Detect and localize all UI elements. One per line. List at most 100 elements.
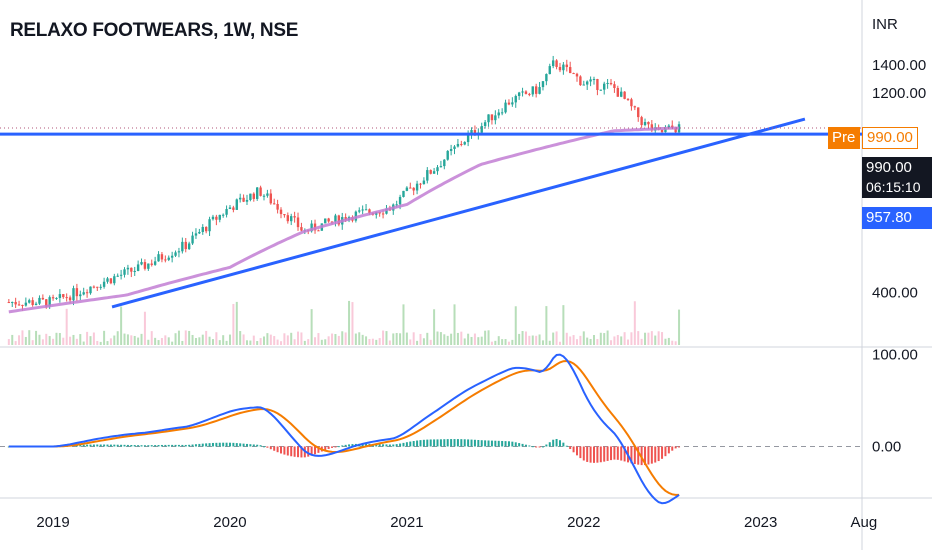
candle-body [603, 83, 606, 90]
histogram-bar [300, 446, 303, 458]
volume-bar [582, 331, 585, 345]
candle-body [249, 193, 252, 200]
volume-bar [103, 330, 106, 345]
candle-body [187, 243, 191, 250]
candle-body [330, 221, 334, 223]
histogram-bar [86, 444, 89, 447]
candle-body [96, 286, 99, 288]
volume-bar [177, 330, 180, 345]
histogram-bar [507, 441, 510, 447]
volume-bar [528, 335, 531, 345]
y-tick-label: 1400.00 [872, 57, 926, 74]
trendline [111, 117, 806, 309]
volume-bar [405, 332, 408, 345]
candle-body [153, 261, 157, 265]
histogram-bar [188, 444, 191, 447]
volume-bar [324, 339, 327, 345]
histogram-bar [259, 445, 262, 447]
candle-body [327, 218, 330, 222]
histogram-bar [412, 440, 415, 447]
volume-bar [616, 335, 619, 345]
candle-body [650, 124, 654, 131]
horizontal-line-price-tag: 957.80 [862, 207, 932, 229]
histogram-bar [331, 446, 334, 448]
histogram-bar [324, 446, 327, 451]
candle-body [140, 262, 143, 265]
histogram-bar [82, 444, 85, 447]
histogram-bar [647, 446, 650, 465]
histogram-bar [545, 444, 548, 447]
volume-bar [126, 334, 129, 345]
candle-body [58, 294, 62, 298]
volume-bar [456, 332, 459, 345]
volume-bar [531, 335, 534, 345]
candle-body [92, 286, 96, 288]
volume-bar [569, 336, 572, 345]
volume-bar [484, 330, 487, 345]
volume-bar [439, 332, 442, 345]
histogram-bar [596, 446, 599, 463]
candle-body [596, 79, 599, 90]
volume-bar [310, 309, 313, 345]
histogram-bar [109, 444, 112, 447]
volume-bar [215, 332, 218, 345]
histogram-bar [269, 446, 272, 450]
candle-body [623, 91, 626, 99]
histogram-bar [443, 439, 446, 447]
histogram-bar [531, 446, 534, 448]
histogram-bar [511, 441, 514, 447]
volume-bar [283, 333, 286, 345]
histogram-bar [446, 439, 449, 447]
candle-body [181, 241, 184, 252]
histogram-bar [630, 446, 633, 464]
histogram-bar [473, 439, 476, 447]
candle-body [62, 294, 65, 298]
volume-bar [671, 340, 674, 345]
candle-body [538, 87, 541, 94]
candle-body [89, 286, 92, 294]
candle-body [589, 79, 592, 82]
volume-bar [99, 341, 102, 345]
volume-bar [450, 333, 453, 345]
volume-bar [133, 335, 136, 345]
volume-bar [596, 339, 599, 345]
volume-bar [487, 330, 490, 345]
histogram-bar [307, 446, 310, 457]
histogram-bar [504, 441, 507, 447]
candle-body [204, 226, 208, 232]
candle-body [555, 60, 558, 67]
histogram-bar [385, 444, 388, 447]
volume-bar [664, 338, 667, 345]
volume-bar [21, 330, 24, 345]
histogram-bar [456, 439, 459, 447]
candle-body [191, 235, 194, 244]
candle-body [24, 302, 28, 306]
volume-bar [589, 338, 592, 345]
volume-bar [96, 340, 99, 345]
candle-body [613, 84, 616, 88]
volume-bar [188, 330, 191, 345]
candle-body [361, 209, 364, 211]
volume-bar [55, 332, 58, 345]
volume-bar [58, 333, 61, 345]
histogram-bar [280, 446, 283, 454]
volume-bar [334, 334, 337, 345]
candle-body [521, 91, 524, 93]
candle-body [68, 297, 72, 301]
candle-body [119, 274, 123, 276]
histogram-bar [143, 445, 146, 447]
volume-bar [69, 336, 72, 345]
candle-body [633, 106, 637, 108]
candle-body [72, 288, 75, 301]
volume-bar [416, 340, 419, 345]
volume-bar [256, 341, 259, 345]
candle-body [194, 233, 198, 236]
candle-body [528, 93, 531, 95]
volume-bar [395, 332, 398, 345]
volume-bar [14, 341, 17, 345]
candle-body [279, 209, 283, 215]
volume-bar [633, 301, 636, 345]
candle-body [446, 150, 449, 160]
histogram-bar [399, 443, 402, 447]
